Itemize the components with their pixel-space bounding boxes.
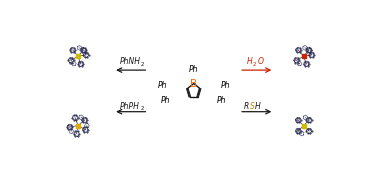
Polygon shape: [306, 128, 312, 134]
Text: H: H: [246, 57, 252, 66]
Polygon shape: [303, 115, 308, 120]
Text: 2: 2: [252, 62, 256, 67]
Polygon shape: [68, 58, 74, 63]
Text: Ph: Ph: [217, 96, 226, 105]
Text: H: H: [255, 102, 261, 111]
Polygon shape: [82, 118, 87, 123]
Polygon shape: [306, 118, 312, 123]
Text: Ph: Ph: [161, 96, 171, 105]
Polygon shape: [300, 131, 304, 136]
Polygon shape: [84, 52, 88, 58]
Text: R: R: [244, 102, 249, 111]
Polygon shape: [296, 47, 301, 53]
Polygon shape: [85, 123, 89, 128]
Text: PhPH: PhPH: [120, 102, 140, 111]
Polygon shape: [67, 124, 73, 130]
Text: B: B: [190, 79, 197, 89]
Polygon shape: [82, 48, 87, 53]
Polygon shape: [70, 47, 76, 53]
Polygon shape: [77, 46, 81, 50]
Text: PhNH: PhNH: [120, 57, 141, 66]
Polygon shape: [309, 52, 314, 58]
Polygon shape: [308, 48, 313, 53]
Text: 2: 2: [141, 106, 144, 111]
Polygon shape: [79, 115, 83, 120]
Text: S: S: [250, 102, 255, 111]
Polygon shape: [306, 47, 311, 53]
Polygon shape: [73, 115, 78, 120]
Text: Ph: Ph: [221, 81, 230, 90]
Polygon shape: [82, 127, 88, 132]
Polygon shape: [69, 129, 74, 133]
Polygon shape: [81, 47, 86, 53]
Text: Ph: Ph: [189, 65, 198, 74]
Polygon shape: [304, 61, 309, 67]
Polygon shape: [303, 46, 307, 50]
Text: O: O: [258, 57, 264, 66]
Polygon shape: [294, 58, 299, 63]
Polygon shape: [74, 131, 79, 136]
Polygon shape: [296, 118, 301, 123]
Polygon shape: [71, 62, 76, 66]
Polygon shape: [296, 128, 301, 134]
Text: Ph: Ph: [157, 81, 167, 90]
Polygon shape: [78, 61, 84, 67]
Polygon shape: [297, 62, 302, 66]
Text: 2: 2: [140, 62, 144, 67]
